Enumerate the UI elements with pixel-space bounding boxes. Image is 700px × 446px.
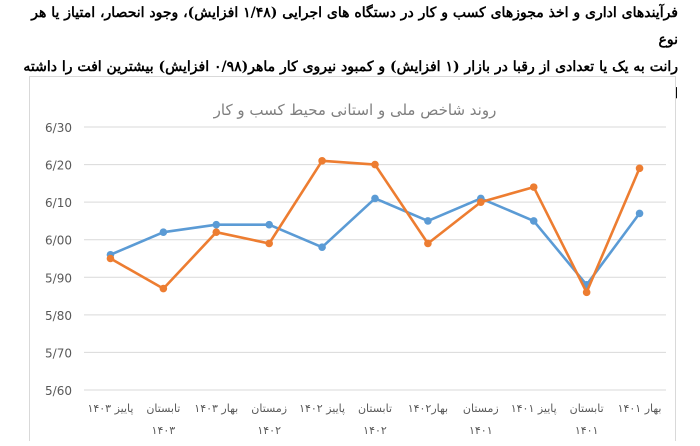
x-axis-ticks: بهار ۱۴۰۱ تابستان ۱۴۰۱ پاییز ۱۴۰۱ زمستان ۱۴۰۱… (87, 402, 661, 437)
x-tick-label: تابستان (358, 402, 392, 415)
y-tick-label: 5/70 (45, 346, 72, 360)
y-tick-label: 6/10 (45, 196, 72, 210)
data-point (106, 254, 115, 263)
x-tick-label: تابستان (146, 402, 180, 415)
gridlines (84, 126, 666, 391)
data-point (582, 288, 591, 297)
data-point (371, 160, 379, 169)
x-tick-label: بهار ۱۴۰۳ (194, 402, 238, 415)
x-tick-label: بهار۱۴۰۲ (408, 402, 448, 415)
x-tick-label: ۱۴۰۲ (363, 424, 387, 437)
data-point (159, 228, 168, 236)
chart-title: روند شاخص ملی و استانی محیط کسب و کار (213, 101, 497, 119)
data-point (212, 228, 221, 236)
data-point (529, 217, 538, 225)
x-tick-label: تابستان (570, 402, 604, 415)
x-tick-label: زمستان (463, 402, 499, 415)
x-tick-label: پاییز ۱۴۰۲ (299, 402, 345, 415)
data-point (371, 194, 379, 203)
x-tick-label: ۱۴۰۳ (152, 424, 176, 437)
x-tick-label: پاییز ۱۴۰۳ (87, 402, 133, 415)
data-point (477, 198, 485, 206)
y-tick-label: 5/80 (45, 309, 72, 323)
paragraph-line-1: فرآیندهای اداری و اخذ مجوزهای کسب و کار … (31, 5, 678, 48)
data-point (424, 239, 432, 248)
y-tick-label: 5/90 (45, 271, 72, 285)
data-point (635, 209, 644, 218)
data-point (318, 157, 326, 165)
data-point (265, 220, 273, 229)
x-tick-label: ۱۴۰۱ (575, 424, 599, 437)
chart-container: روند شاخص ملی و استانی محیط کسب و کار 6/… (29, 76, 676, 441)
data-point (424, 217, 432, 225)
x-tick-label: بهار ۱۴۰۱ (618, 402, 662, 415)
series-line-2 (109, 159, 641, 294)
data-point (212, 220, 221, 229)
x-tick-label: زمستان (251, 402, 287, 415)
y-tick-label: 6/20 (45, 159, 72, 173)
data-point (529, 183, 538, 191)
y-tick-label: 5/60 (45, 384, 72, 398)
x-tick-label: ۱۴۰۲ (257, 424, 281, 437)
y-tick-label: 6/30 (45, 121, 72, 135)
data-point (159, 284, 168, 293)
x-tick-label: ۱۴۰۱ (469, 424, 493, 437)
x-tick-label: پاییز ۱۴۰۱ (511, 402, 557, 415)
data-point (265, 239, 273, 248)
data-point (318, 243, 326, 252)
series-lines (106, 157, 644, 297)
line-chart: روند شاخص ملی و استانی محیط کسب و کار 6/… (45, 101, 666, 437)
y-axis-ticks: 6/30 6/20 6/10 6/00 5/90 5/80 5/70 5/60 (45, 121, 72, 398)
y-tick-label: 6/00 (45, 234, 72, 248)
data-point (635, 164, 644, 173)
